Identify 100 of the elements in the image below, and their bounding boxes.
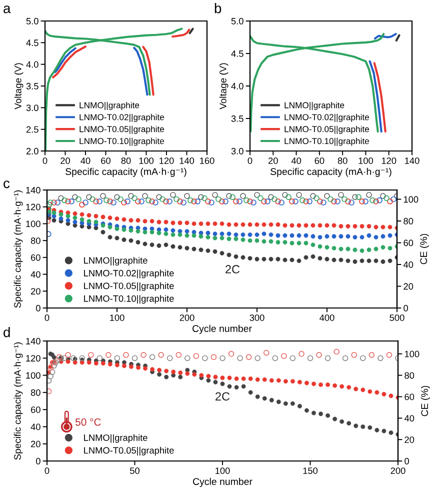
y-axis-title: Voltage (V) [219,63,228,110]
line-series [172,28,190,38]
x-tick-label: 140 [180,157,194,164]
x-tick-label: 80 [338,157,348,164]
x-axis-title: Specific capacity (mA·h·g⁻¹) [270,168,392,177]
y-tick-label: 4.5 [231,50,244,57]
line-series [368,60,382,133]
x-tick-label: 0 [44,314,50,321]
legend-label: LNMO-T0.02||graphite [284,114,370,122]
point [282,240,288,244]
line-series [133,46,148,96]
x-tick-label: 20 [268,157,278,164]
x-tick-label: 120 [382,157,396,164]
x-tick-label: 0 [248,157,252,164]
line-series [54,47,76,74]
y2-axis-title: CE (%) [420,234,429,264]
y2-tick-label: 20 [404,436,414,443]
y-tick-label: 3.0 [26,104,38,112]
y-tick-label: 3.5 [231,115,244,122]
line-series [142,46,154,96]
x-tick-label: 40 [80,157,90,164]
y-tick-label: 2.0 [26,148,38,154]
y-tick-label: 0 [36,458,40,464]
y-tick-label: 4.5 [26,40,38,46]
x-tick-label: 60 [314,157,324,164]
x-tick-label: 60 [101,157,110,164]
y-tick-label: 4.0 [231,82,244,90]
legend-label: LNMO||graphite [284,102,344,110]
legend-label: LNMO-T0.10||graphite [80,138,164,146]
y2-tick-label: 80 [404,218,414,224]
annotation: 50 °C [75,418,101,426]
x-axis-title: Cycle number [193,478,252,487]
y-tick-label: 60 [31,406,40,413]
y-tick-label: 40 [30,271,40,278]
x-tick-label: 50 [130,467,140,474]
x-axis-title: Specific capacity (mA·h·g⁻¹) [66,168,186,177]
legend-label: LNMO-T0.02||graphite [80,114,164,122]
legend-label: LNMO||graphite [84,256,148,266]
x-tick-label: 100 [139,157,154,164]
y2-tick-label: 60 [404,394,414,400]
y-tick-label: 40 [30,424,40,430]
y2-tick-label: 40 [403,261,414,268]
y-tick-label: 2.5 [26,126,38,133]
x-axis-title: Cycle number [192,324,252,334]
x-tick-label: 200 [390,467,406,474]
legend-label: LNMO-T0.05||graphite [80,126,164,134]
point [114,226,120,231]
y-tick-label: 3.5 [26,82,38,90]
chart-title: a [4,6,11,14]
x-tick-label: 100 [110,314,124,321]
point [352,224,358,228]
y-tick-label: 3.0 [231,148,244,154]
line-series [373,62,386,133]
point [136,240,140,244]
x-tick-label: 300 [250,314,264,321]
legend-label: LNMO-T0.10||graphite [84,295,174,304]
x-tick-label: 0 [44,467,50,474]
y-tick-label: 4.0 [26,61,38,68]
y2-tick-label: 100 [404,350,420,358]
x-tick-label: 200 [180,314,194,321]
annotation: 2C [216,392,230,401]
y-tick-label: 120 [26,355,40,362]
y-tick-label: 5.0 [231,18,244,24]
legend-label: LNMO-T0.10||graphite [284,138,370,146]
y-axis-title: Specific capacity (mA·h·g⁻¹) [14,190,23,308]
legend-label: LNMO-T0.02||graphite [84,270,174,278]
legend-label: LNMO||graphite [80,102,140,110]
x-tick-label: 40 [291,157,302,164]
y-tick-label: 5.0 [26,18,38,24]
legend-label: LNMO-T0.05||graphite [84,282,174,291]
y2-tick-label: 40 [404,415,414,422]
x-tick-label: 160 [200,157,214,164]
legend-label: LNMO-T0.05||graphite [284,126,370,134]
chart-title: c [4,180,10,188]
y-tick-label: 140 [26,186,40,194]
x-tick-label: 100 [216,467,230,474]
x-tick-label: 400 [320,314,334,321]
annotation: 2C [226,265,240,274]
y-tick-label: 0 [36,304,40,312]
x-tick-label: 20 [60,157,70,164]
y-tick-label: 140 [26,338,40,344]
y-tick-label: 120 [26,204,40,210]
y2-tick-label: 20 [404,283,414,290]
line-series [52,46,87,78]
y2-tick-label: 60 [404,240,414,246]
x-tick-label: 80 [121,157,131,164]
y2-tick-label: 100 [404,196,418,203]
y-tick-label: 80 [30,237,40,244]
x-tick-label: 140 [405,157,420,164]
x-tick-label: 500 [390,314,404,321]
legend-label: LNMO||graphite [84,434,148,443]
y2-tick-label: 80 [404,372,414,379]
y-tick-label: 100 [26,220,40,228]
x-tick-label: 120 [160,157,174,164]
y-axis-title: Voltage (V) [14,63,24,110]
y-tick-label: 100 [26,372,40,379]
y2-axis-title: CE (%) [420,386,430,416]
y-axis-title: Specific capacity (mA·h·g⁻¹) [14,342,23,460]
y-tick-label: 60 [31,254,40,261]
y2-tick-label: 0 [404,458,409,464]
